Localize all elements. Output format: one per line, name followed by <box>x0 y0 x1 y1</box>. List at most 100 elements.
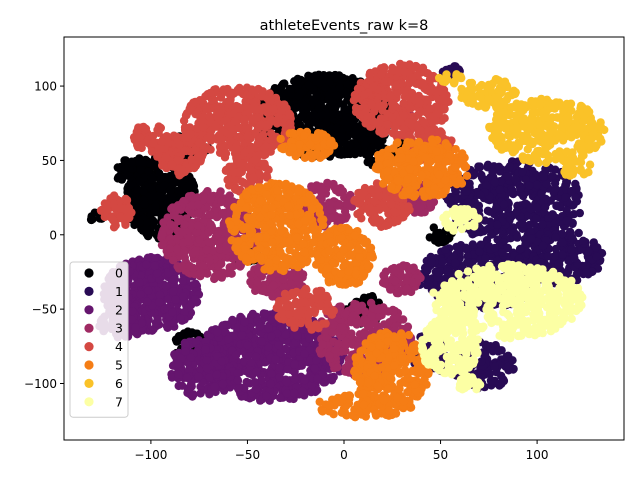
data-point <box>257 376 266 385</box>
data-point <box>574 228 583 238</box>
data-point <box>384 307 393 316</box>
data-point <box>438 257 447 266</box>
data-point <box>114 172 123 182</box>
data-point <box>516 183 525 193</box>
data-point <box>293 331 302 340</box>
data-point <box>290 388 299 398</box>
data-point <box>538 220 547 229</box>
data-point <box>468 240 477 249</box>
data-point <box>282 377 291 387</box>
data-point <box>368 135 378 144</box>
data-point <box>193 193 202 202</box>
data-point <box>526 204 535 214</box>
data-point <box>210 382 219 391</box>
data-point <box>423 266 432 275</box>
data-point <box>152 269 162 278</box>
data-point <box>205 373 214 382</box>
data-point <box>169 287 178 296</box>
data-point <box>550 252 560 261</box>
data-point <box>434 268 443 278</box>
data-point <box>264 342 273 352</box>
data-point <box>271 355 280 364</box>
data-point <box>312 91 321 100</box>
data-point <box>253 277 262 287</box>
data-point <box>461 243 471 252</box>
data-point <box>133 185 143 194</box>
data-point <box>557 229 567 239</box>
data-point <box>185 181 194 190</box>
data-point <box>542 179 551 189</box>
data-point <box>331 345 340 354</box>
data-point <box>454 245 463 254</box>
data-point <box>246 270 256 279</box>
data-point <box>497 248 507 257</box>
data-point <box>252 367 261 377</box>
data-point <box>275 363 284 372</box>
data-point <box>555 201 564 210</box>
data-point <box>136 165 145 175</box>
data-point <box>214 229 223 238</box>
data-point <box>488 167 497 177</box>
data-point <box>547 172 557 181</box>
data-point <box>476 190 485 200</box>
data-point <box>297 386 307 396</box>
data-point <box>540 203 550 212</box>
data-point <box>202 356 212 365</box>
data-point <box>194 372 203 381</box>
data-point <box>333 201 342 210</box>
data-point <box>551 233 560 242</box>
data-point <box>351 127 361 136</box>
data-point <box>429 223 438 232</box>
data-point <box>135 278 144 287</box>
data-point <box>316 182 326 191</box>
data-point <box>526 228 535 237</box>
data-point <box>325 351 334 360</box>
data-point <box>169 275 178 284</box>
data-point <box>463 252 472 261</box>
data-point <box>202 245 211 255</box>
data-point <box>592 252 601 261</box>
data-point <box>283 364 292 374</box>
data-point <box>275 393 285 403</box>
data-point <box>166 186 175 195</box>
data-point <box>360 140 370 149</box>
data-point <box>572 269 582 279</box>
data-point <box>267 369 276 378</box>
data-point <box>340 207 350 216</box>
data-point <box>231 350 241 360</box>
data-point <box>210 274 219 284</box>
data-point <box>201 345 210 354</box>
data-point <box>313 374 322 383</box>
data-point <box>257 337 266 346</box>
data-point <box>173 359 183 369</box>
data-point <box>494 162 504 171</box>
data-point <box>145 159 154 168</box>
data-point <box>567 245 576 254</box>
data-point <box>328 328 337 337</box>
data-point <box>365 321 375 330</box>
data-point <box>191 246 201 256</box>
data-point <box>525 220 534 230</box>
data-point <box>246 358 256 367</box>
data-point <box>205 210 214 219</box>
data-point <box>333 363 342 372</box>
data-point <box>282 389 292 398</box>
data-point <box>140 200 149 209</box>
data-point <box>562 206 571 215</box>
data-point <box>251 286 260 295</box>
data-point <box>205 256 214 266</box>
data-point <box>160 181 169 190</box>
data-point <box>290 368 299 377</box>
data-point <box>237 330 247 340</box>
data-point <box>267 332 276 341</box>
data-point <box>315 78 324 88</box>
data-point <box>558 250 567 259</box>
data-point <box>312 356 321 365</box>
data-point <box>142 260 151 269</box>
data-point <box>276 348 285 358</box>
data-point <box>149 192 158 201</box>
data-point <box>233 384 243 393</box>
data-point <box>351 147 360 156</box>
data-point <box>216 187 225 196</box>
data-point <box>477 357 486 366</box>
